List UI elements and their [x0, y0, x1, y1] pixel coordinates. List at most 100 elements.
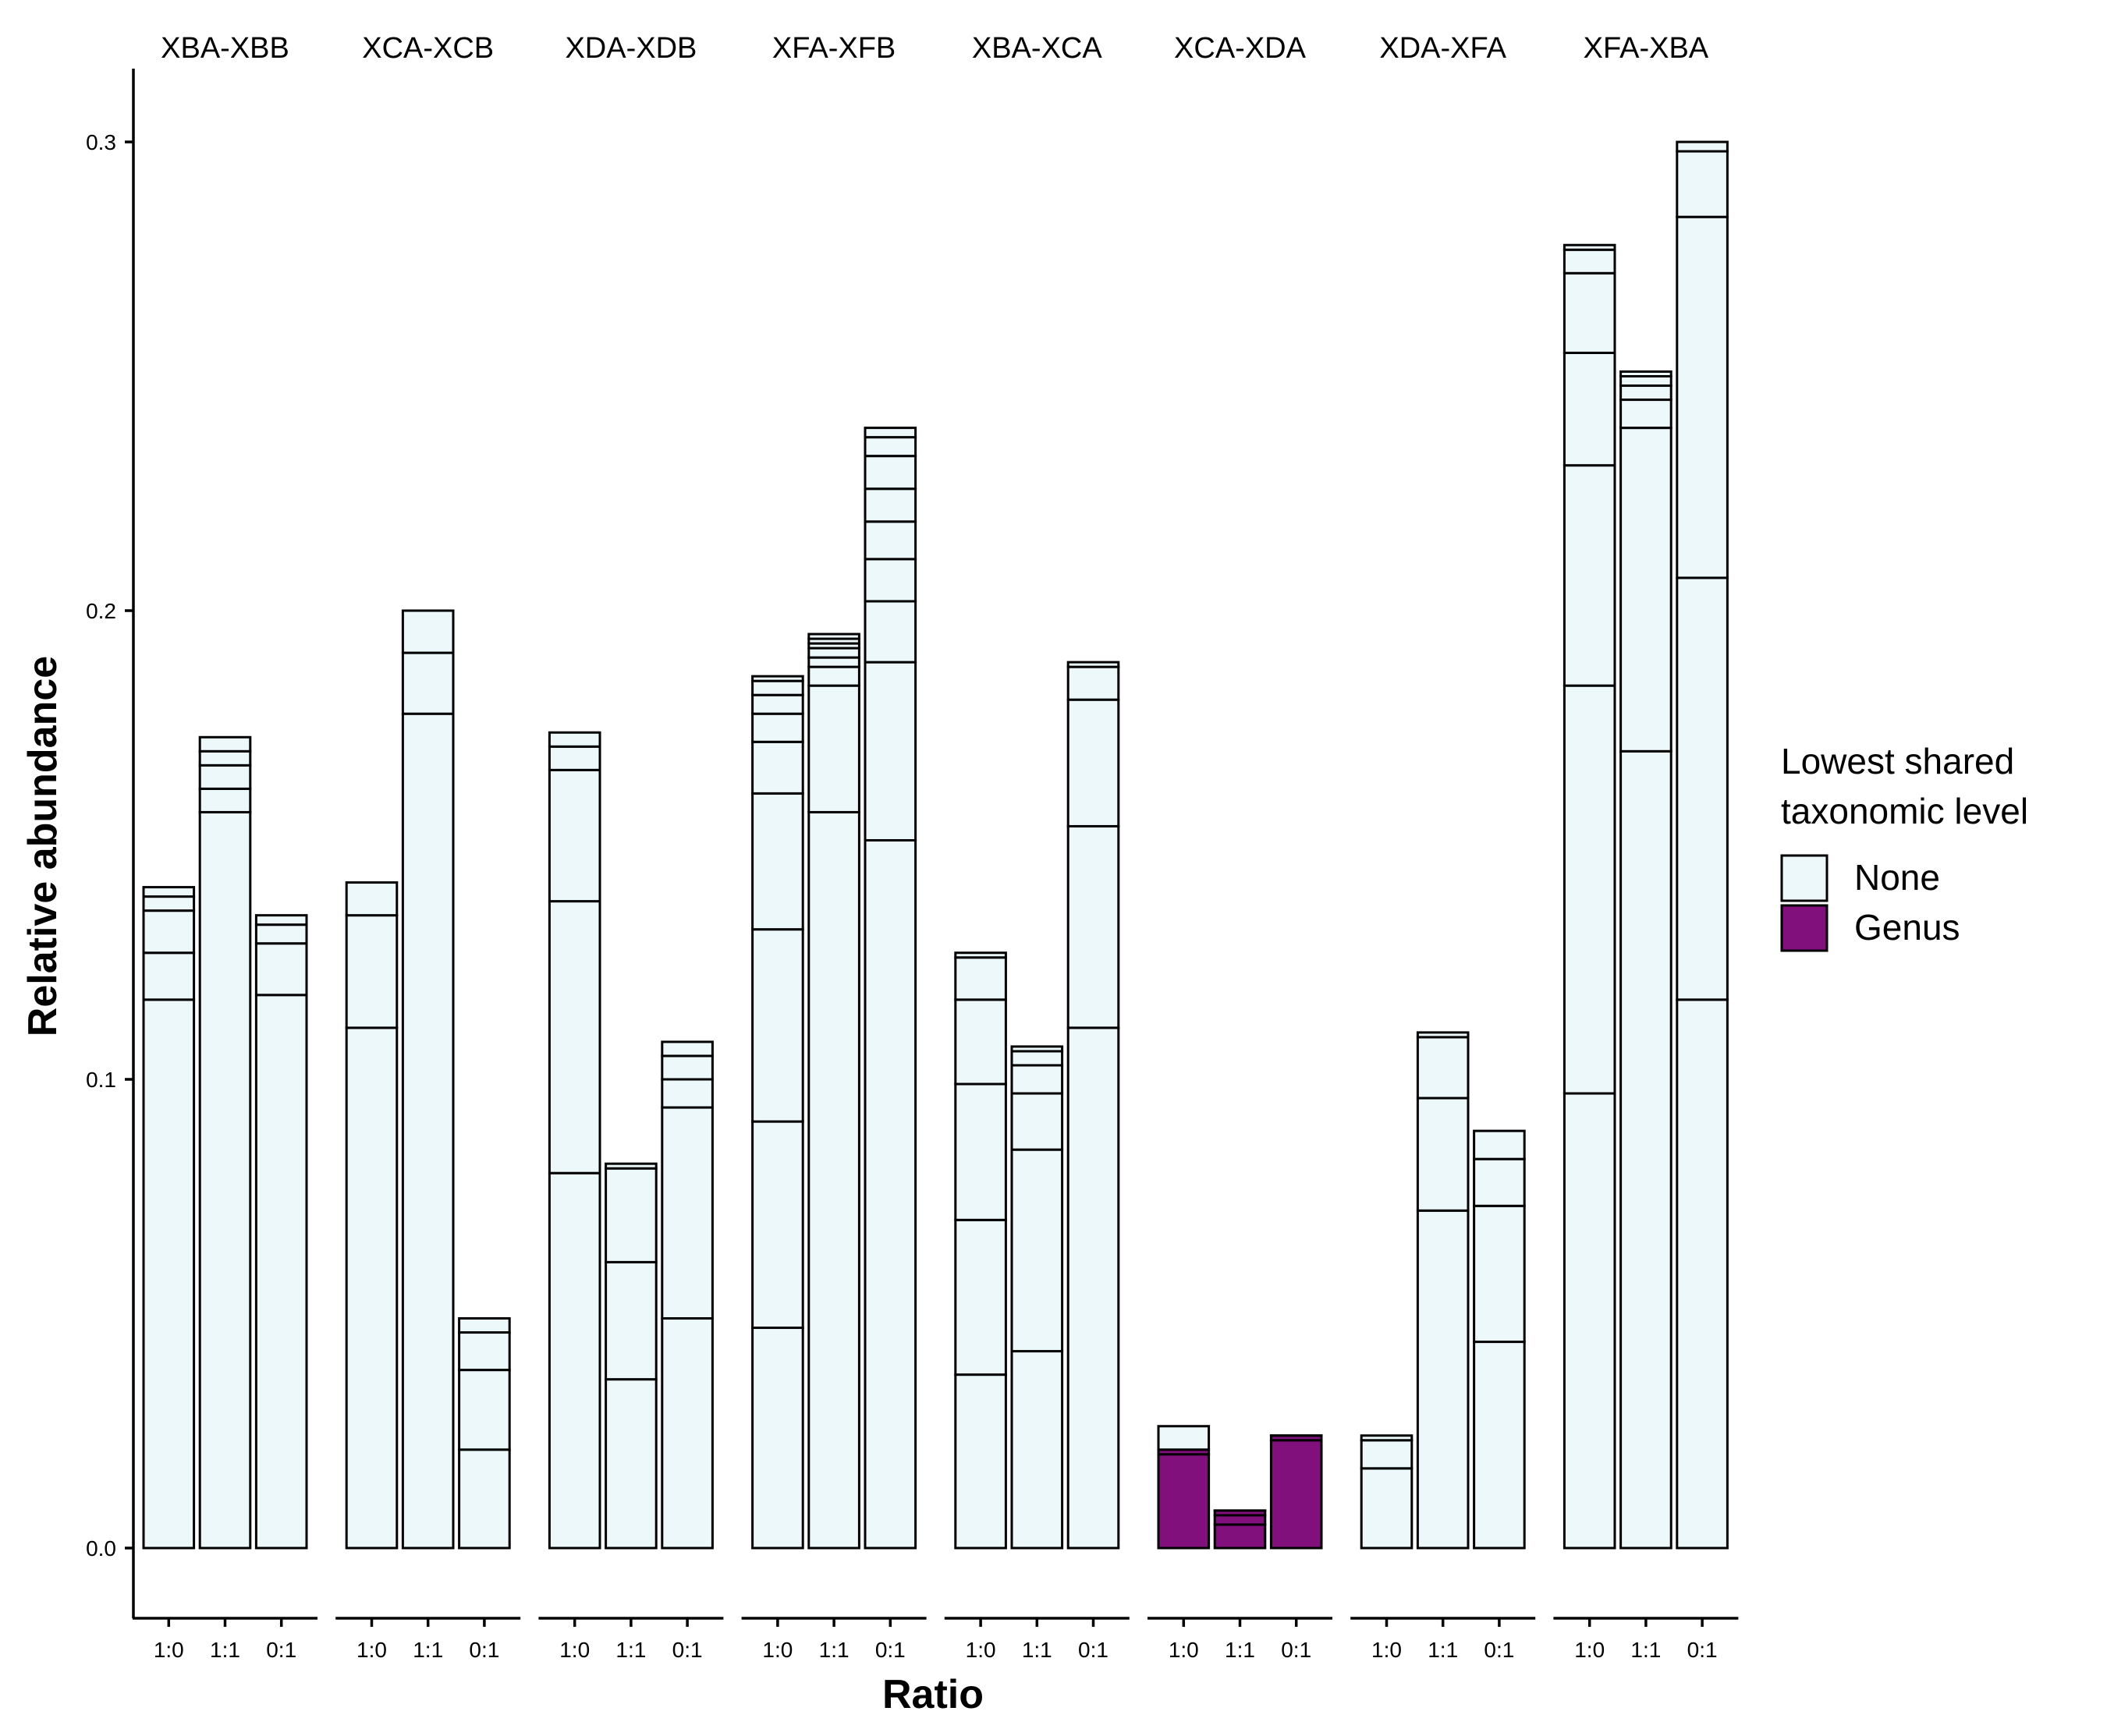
legend-title: Lowest shared — [1781, 741, 2014, 781]
x-tick-label: 0:1 — [672, 1638, 703, 1662]
bar-segment — [751, 792, 804, 931]
bar-segment — [254, 914, 308, 926]
facet-strip-label: XCA-XDA — [1174, 32, 1307, 65]
bar-segment — [751, 679, 804, 696]
bar-segment — [345, 881, 399, 917]
bar-segment — [954, 998, 1007, 1086]
bar-segment — [1619, 384, 1672, 402]
x-tick-label: 1:1 — [819, 1638, 850, 1662]
bar-segment — [1676, 150, 1729, 218]
bar-segment — [954, 1218, 1007, 1376]
bar-segment — [1010, 1092, 1064, 1151]
y-tick-label: 0.0 — [86, 1536, 116, 1561]
bar-segment — [1619, 370, 1672, 377]
bar-segment — [807, 665, 860, 687]
bar-segment — [954, 951, 1007, 959]
bar-segment — [1563, 248, 1616, 275]
bar-segment — [548, 900, 601, 1174]
bar-segment — [605, 1260, 658, 1381]
bar-segment — [661, 1106, 714, 1320]
facet-strip-label: XFA-XFB — [772, 32, 896, 65]
x-tick-label: 0:1 — [875, 1638, 906, 1662]
bar-segment — [1619, 375, 1672, 388]
bar-segment — [864, 487, 917, 523]
x-tick-label: 1:0 — [1169, 1638, 1199, 1662]
x-tick-label: 1:1 — [615, 1638, 646, 1662]
bar-segment — [1473, 1157, 1526, 1207]
bar-segment — [1010, 1350, 1064, 1550]
x-tick-label: 1:0 — [1371, 1638, 1402, 1662]
bar-segment — [1416, 1097, 1470, 1212]
x-tick-label: 1:1 — [1225, 1638, 1255, 1662]
legend-title: taxonomic level — [1781, 791, 2028, 831]
bar-segment — [751, 928, 804, 1123]
bar-segment — [751, 693, 804, 715]
bar-segment — [661, 1054, 714, 1081]
bar-segment — [254, 923, 308, 945]
x-tick-label: 1:1 — [413, 1638, 443, 1662]
bar-segment — [401, 609, 455, 654]
x-tick-label: 0:1 — [1687, 1638, 1718, 1662]
x-tick-label: 0:1 — [266, 1638, 296, 1662]
bar-segment — [751, 1327, 804, 1550]
facet-strip-label: XFA-XBA — [1584, 32, 1709, 65]
bar-segment — [401, 651, 455, 715]
bar-segment — [198, 763, 252, 790]
bar-segment — [807, 632, 860, 640]
legend-swatch-none — [1780, 854, 1829, 902]
bar-segment — [345, 1026, 399, 1550]
bar-segment — [1416, 1209, 1470, 1550]
bar-segment — [142, 998, 196, 1550]
bar-segment — [1563, 1092, 1616, 1550]
bar-segment — [1676, 998, 1729, 1550]
bar-segment — [254, 994, 308, 1550]
facet-strip-label: XBA-XCA — [972, 32, 1102, 65]
bar-segment — [807, 684, 860, 813]
bar-segment — [1360, 1439, 1414, 1470]
bar-segment — [1563, 464, 1616, 687]
bar-segment — [1360, 1467, 1414, 1550]
bar-segment — [864, 436, 917, 458]
bar-segment — [198, 735, 252, 753]
bar-segment — [864, 427, 917, 439]
bar-segment — [1473, 1341, 1526, 1550]
bar-segment — [458, 1448, 511, 1550]
bar-segment — [751, 1120, 804, 1330]
legend-swatch-genus — [1780, 904, 1829, 952]
bar-segment — [142, 895, 196, 912]
y-tick-labels: 0.0 0.1 0.2 0.3 — [86, 130, 116, 1561]
bar-segment — [864, 600, 917, 664]
axes — [125, 69, 1739, 1627]
bar-segment — [1416, 1031, 1470, 1039]
bar-segment — [198, 787, 252, 813]
bar-segment — [864, 558, 917, 603]
bar-segment — [751, 675, 804, 682]
y-tick-label: 0.1 — [86, 1068, 116, 1092]
facet-strip-label: XDA-XFA — [1379, 32, 1506, 65]
bar-segment — [1563, 684, 1616, 1095]
facet-strip-label: XCA-XCB — [362, 32, 494, 65]
bar-segment — [254, 942, 308, 997]
bar-segment — [1010, 1148, 1064, 1353]
x-tick-label: 0:1 — [469, 1638, 499, 1662]
facet-strips: XBA-XBB XCA-XCB XDA-XDB XFA-XFB XBA-XCA XCA-X… — [161, 32, 1709, 65]
x-tick-label: 1:0 — [154, 1638, 184, 1662]
bar-segment — [1066, 698, 1120, 827]
bar-segment — [1676, 215, 1729, 579]
bar-segment — [1563, 351, 1616, 467]
bar-segment — [1010, 1064, 1064, 1095]
x-tick-label: 1:0 — [356, 1638, 387, 1662]
legend-label-none: None — [1854, 857, 1940, 898]
bar-segment — [401, 712, 455, 1550]
bar-segment — [661, 1040, 714, 1058]
x-tick-label: 1:1 — [1428, 1638, 1458, 1662]
x-tick-label: 1:1 — [1022, 1638, 1052, 1662]
y-tick-label: 0.3 — [86, 130, 116, 154]
legend: Lowest shared taxonomic level None Genus — [1780, 741, 2028, 952]
x-tick-label: 0:1 — [1281, 1638, 1311, 1662]
bar-segment — [458, 1369, 511, 1451]
bar-segment — [142, 886, 196, 898]
legend-label-genus: Genus — [1854, 907, 1960, 948]
x-tick-label: 1:0 — [762, 1638, 793, 1662]
